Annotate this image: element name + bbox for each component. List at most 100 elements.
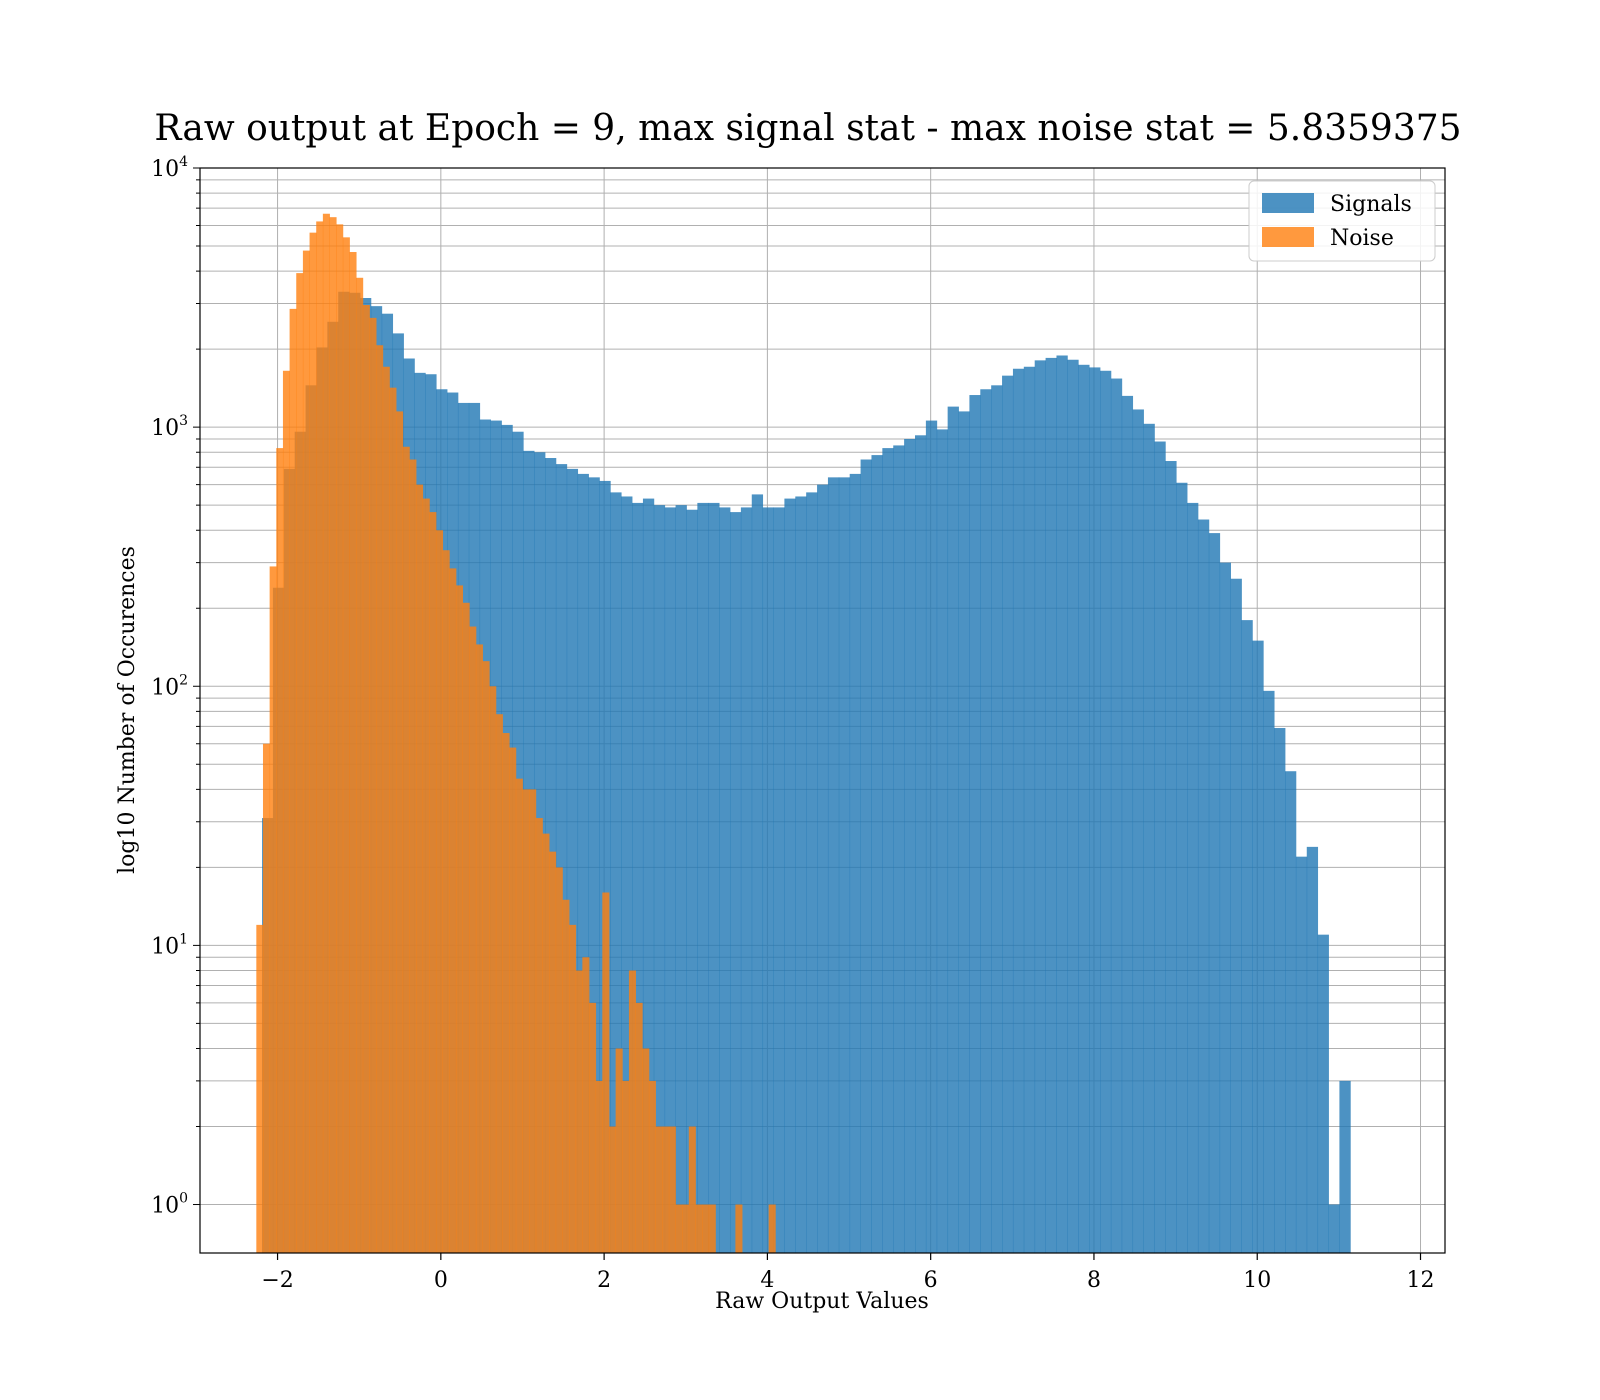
bar-noise bbox=[316, 221, 324, 1254]
bar-noise bbox=[542, 833, 550, 1253]
y-tick-label: 102 bbox=[151, 672, 188, 700]
bar-signals bbox=[1219, 562, 1231, 1253]
bar-signals bbox=[1023, 366, 1036, 1253]
bar-signals bbox=[1285, 771, 1297, 1253]
bar-noise bbox=[342, 237, 350, 1253]
bar-signals bbox=[806, 492, 818, 1254]
bar-noise bbox=[708, 1204, 716, 1253]
bar-signals bbox=[664, 507, 676, 1254]
bar-noise bbox=[648, 1080, 656, 1253]
bar-noise bbox=[682, 1204, 690, 1253]
bar-noise bbox=[402, 446, 410, 1253]
bar-noise bbox=[302, 250, 310, 1253]
plot-frame bbox=[199, 167, 1446, 1254]
bar-noise bbox=[282, 370, 290, 1253]
legend: Signals Noise bbox=[1248, 180, 1436, 262]
bar-signals bbox=[1328, 1204, 1340, 1253]
bar-noise bbox=[469, 626, 477, 1253]
bar-noise bbox=[289, 308, 297, 1253]
bar-signals bbox=[1241, 620, 1253, 1253]
bar-signals bbox=[1012, 368, 1025, 1254]
bar-signals bbox=[980, 389, 992, 1253]
bar-noise bbox=[416, 484, 424, 1253]
bar-signals bbox=[1121, 395, 1134, 1253]
bar-noise bbox=[655, 1126, 663, 1253]
bar-noise bbox=[502, 733, 510, 1253]
bar-noise bbox=[382, 366, 390, 1253]
bar-signals bbox=[827, 477, 840, 1254]
bar-noise bbox=[442, 550, 450, 1253]
bar-noise bbox=[455, 585, 463, 1253]
bar-signals bbox=[773, 507, 785, 1254]
bar-noise bbox=[449, 568, 457, 1253]
x-tick-label: 6 bbox=[924, 1268, 938, 1293]
bar-signals bbox=[871, 455, 883, 1254]
bar-noise bbox=[495, 714, 503, 1253]
bar-signals bbox=[1132, 409, 1144, 1253]
bar-noise bbox=[362, 305, 370, 1253]
x-tick-label: 4 bbox=[760, 1268, 774, 1293]
bar-noise bbox=[608, 1126, 617, 1253]
bar-signals bbox=[860, 459, 872, 1253]
bar-noise bbox=[562, 899, 570, 1253]
legend-swatch-signals bbox=[1262, 193, 1314, 213]
bar-signals bbox=[1034, 360, 1046, 1253]
bar-noise bbox=[642, 1048, 650, 1253]
x-axis-label: Raw Output Values bbox=[715, 1289, 929, 1314]
x-tick-label: −2 bbox=[261, 1268, 293, 1293]
y-axis-label: log10 Number of Occurences bbox=[115, 546, 140, 874]
bar-noise bbox=[575, 970, 583, 1253]
bar-noise bbox=[635, 1002, 643, 1253]
bar-noise bbox=[509, 747, 517, 1253]
bar-signals bbox=[1002, 375, 1014, 1253]
bar-signals bbox=[642, 498, 655, 1253]
bar-signals bbox=[1089, 367, 1101, 1253]
bar-noise bbox=[522, 789, 530, 1253]
legend-swatch-noise bbox=[1262, 227, 1314, 247]
bar-noise bbox=[269, 566, 277, 1253]
bar-signals bbox=[751, 494, 764, 1253]
bar-signals bbox=[566, 468, 579, 1253]
bar-noise bbox=[589, 1002, 597, 1253]
bar-signals bbox=[1306, 846, 1319, 1253]
bar-noise bbox=[549, 851, 557, 1253]
bar-noise bbox=[322, 213, 330, 1253]
bar-signals bbox=[1143, 423, 1155, 1253]
bar-noise bbox=[349, 252, 357, 1254]
bar-signals bbox=[729, 512, 742, 1253]
bar-noise bbox=[555, 867, 563, 1253]
bar-signals bbox=[1056, 355, 1068, 1254]
bar-signals bbox=[675, 505, 687, 1253]
bars-noise bbox=[256, 213, 776, 1254]
bar-signals bbox=[1110, 378, 1123, 1253]
bar-signals bbox=[697, 502, 709, 1253]
bar-signals bbox=[882, 448, 894, 1253]
bar-signals bbox=[925, 420, 938, 1254]
bar-noise bbox=[376, 345, 384, 1253]
bar-noise bbox=[662, 1126, 670, 1253]
bar-signals bbox=[914, 435, 927, 1253]
legend-label-noise: Noise bbox=[1330, 226, 1394, 251]
bar-signals bbox=[1208, 533, 1221, 1253]
bar-noise bbox=[515, 778, 523, 1253]
bar-signals bbox=[958, 411, 970, 1253]
bar-noise bbox=[582, 957, 590, 1253]
bar-signals bbox=[904, 438, 916, 1254]
bar-noise bbox=[256, 924, 264, 1253]
x-tick-label: 10 bbox=[1243, 1268, 1271, 1293]
bar-noise bbox=[602, 892, 610, 1253]
bar-signals bbox=[621, 496, 633, 1254]
bar-noise bbox=[529, 789, 537, 1253]
bar-signals bbox=[849, 473, 861, 1254]
bar-signals bbox=[708, 502, 720, 1253]
bar-noise bbox=[668, 1126, 676, 1253]
bar-signals bbox=[1176, 482, 1188, 1253]
bar-noise bbox=[369, 317, 377, 1253]
y-axis-ticks: 100 101 102 103 104 bbox=[151, 154, 200, 1219]
bar-noise bbox=[262, 743, 271, 1253]
bar-noise bbox=[595, 1080, 603, 1253]
bar-signals bbox=[632, 502, 644, 1253]
bar-noise bbox=[628, 970, 636, 1253]
bar-signals bbox=[1045, 357, 1057, 1253]
